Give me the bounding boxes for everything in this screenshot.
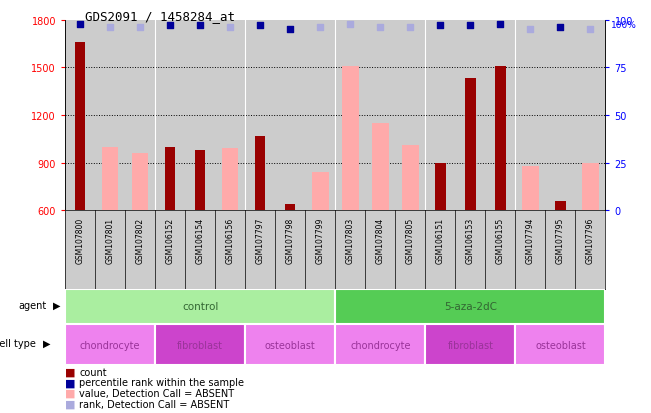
Text: osteoblast: osteoblast (265, 340, 316, 350)
Point (345, 21, 355, 28)
Point (495, 21, 506, 28)
Bar (425, 324, 516, 366)
Bar (582, 163, 599, 211)
Text: GSM107805: GSM107805 (406, 217, 415, 263)
Text: GSM107804: GSM107804 (376, 217, 385, 263)
Point (585, 27, 596, 33)
Bar (435, 163, 445, 211)
Bar (495, 66, 506, 211)
Text: ■: ■ (65, 388, 76, 398)
Text: rank, Detection Call = ABSENT: rank, Detection Call = ABSENT (79, 399, 230, 409)
Text: GSM107798: GSM107798 (286, 217, 295, 263)
Point (435, 23, 445, 30)
Point (255, 23, 266, 30)
Text: cell type: cell type (0, 338, 36, 348)
Point (135, 25, 145, 31)
Text: osteoblast: osteoblast (535, 340, 586, 350)
Text: GSM106156: GSM106156 (226, 217, 235, 263)
Text: ■: ■ (65, 367, 76, 377)
Text: GSM107795: GSM107795 (556, 217, 565, 263)
Text: GSM107797: GSM107797 (256, 217, 265, 263)
Point (225, 25, 236, 31)
Bar (402, 146, 419, 211)
Text: fibroblast: fibroblast (447, 340, 493, 350)
Text: ■: ■ (65, 399, 76, 409)
Text: GDS2091 / 1458284_at: GDS2091 / 1458284_at (85, 10, 234, 23)
Point (525, 27, 536, 33)
Text: fibroblast: fibroblast (177, 340, 223, 350)
Text: 100%: 100% (611, 21, 637, 30)
Bar (75, 43, 85, 211)
Point (375, 25, 385, 31)
Bar (516, 324, 605, 366)
Bar (555, 201, 566, 211)
Bar (102, 147, 118, 211)
Bar (465, 79, 476, 211)
Text: GSM107802: GSM107802 (135, 217, 145, 263)
Bar (285, 204, 296, 211)
Text: chondrocyte: chondrocyte (350, 340, 411, 350)
Point (315, 25, 326, 31)
Text: GSM106153: GSM106153 (466, 217, 475, 263)
Bar (522, 166, 538, 211)
Text: GSM106152: GSM106152 (165, 217, 174, 263)
Point (165, 23, 175, 30)
Point (405, 25, 415, 31)
Text: count: count (79, 367, 107, 377)
Text: value, Detection Call = ABSENT: value, Detection Call = ABSENT (79, 388, 234, 398)
Text: agent: agent (19, 300, 47, 310)
Bar (65, 324, 155, 366)
Text: ■: ■ (65, 377, 76, 387)
Point (75, 21, 85, 28)
Text: percentile rank within the sample: percentile rank within the sample (79, 377, 244, 387)
Text: GSM107796: GSM107796 (586, 217, 595, 263)
Text: GSM106151: GSM106151 (436, 217, 445, 263)
Point (195, 23, 206, 30)
Bar (245, 324, 335, 366)
Text: ▶: ▶ (53, 300, 61, 310)
Text: 5-aza-2dC: 5-aza-2dC (444, 301, 497, 312)
Text: GSM107801: GSM107801 (105, 217, 115, 263)
Text: chondrocyte: chondrocyte (80, 340, 141, 350)
Bar (335, 289, 605, 324)
Bar (195, 150, 206, 211)
Text: GSM107799: GSM107799 (316, 217, 325, 263)
Bar (255, 136, 266, 211)
Point (465, 23, 475, 30)
Bar (335, 324, 425, 366)
Bar (65, 289, 335, 324)
Bar (372, 123, 389, 211)
Text: GSM106155: GSM106155 (496, 217, 505, 263)
Point (555, 25, 566, 31)
Text: control: control (182, 301, 218, 312)
Bar (155, 324, 245, 366)
Point (285, 27, 296, 33)
Text: ▶: ▶ (43, 338, 51, 348)
Text: GSM107803: GSM107803 (346, 217, 355, 263)
Bar (222, 149, 238, 211)
Text: GSM107800: GSM107800 (76, 217, 85, 263)
Bar (342, 66, 359, 211)
Text: GSM106154: GSM106154 (196, 217, 204, 263)
Bar (132, 154, 148, 211)
Point (105, 25, 115, 31)
Bar (312, 173, 329, 211)
Bar (165, 147, 175, 211)
Text: GSM107794: GSM107794 (526, 217, 535, 263)
